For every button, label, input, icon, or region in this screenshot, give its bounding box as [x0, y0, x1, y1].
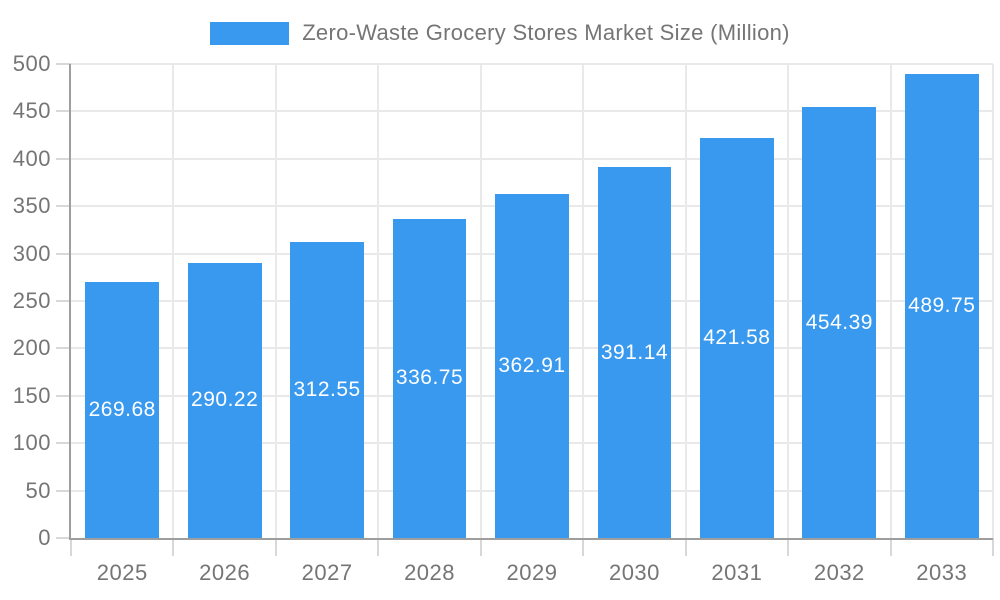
bar-2030[interactable]: 391.14 — [597, 167, 672, 538]
y-axis-tick — [56, 205, 71, 208]
bar-value-label: 269.68 — [88, 398, 156, 422]
x-axis-label: 2032 — [813, 560, 865, 585]
legend-label[interactable]: Zero-Waste Grocery Stores Market Size (M… — [302, 20, 790, 45]
x-axis-label: 2033 — [916, 560, 968, 585]
x-axis-label: 2029 — [506, 560, 558, 585]
y-axis-tick — [56, 252, 71, 255]
gridline-x — [992, 64, 994, 538]
x-axis-label: 2028 — [404, 560, 456, 585]
bar-value-label: 336.75 — [395, 366, 464, 390]
y-axis-label: 400 — [12, 145, 51, 171]
bar-value-label: 362.91 — [498, 353, 566, 377]
x-axis-tick — [479, 538, 482, 556]
gridline-x — [479, 64, 482, 538]
y-axis-tick — [56, 442, 71, 445]
bar-2032[interactable]: 454.39 — [802, 107, 877, 538]
x-axis-tick — [992, 538, 994, 556]
y-axis-label: 200 — [12, 335, 51, 361]
bar-2031[interactable]: 421.58 — [700, 138, 774, 538]
x-axis-label: 2031 — [711, 560, 763, 585]
x-axis-tick — [377, 538, 380, 556]
bar-value-label: 312.55 — [293, 377, 361, 401]
bar-2033[interactable]: 489.75 — [904, 73, 979, 538]
gridline-x — [172, 64, 175, 538]
gridline-x — [274, 64, 277, 538]
y-axis-label: 50 — [25, 477, 51, 503]
y-axis-label: 100 — [12, 430, 51, 456]
y-axis-label: 500 — [12, 51, 51, 76]
legend-swatch-icon[interactable] — [210, 21, 290, 45]
y-axis-tick — [56, 489, 71, 492]
x-axis-line — [69, 538, 993, 540]
x-axis-tick — [684, 538, 687, 556]
y-axis-tick — [56, 537, 71, 539]
x-axis-tick — [787, 538, 790, 556]
bar-value-label: 454.39 — [805, 310, 873, 334]
bar-value-label: 290.22 — [191, 388, 259, 412]
y-axis-tick — [56, 347, 71, 350]
gridline-y — [71, 63, 993, 65]
bar-2027[interactable]: 312.55 — [290, 241, 364, 538]
y-axis-tick — [56, 157, 71, 160]
y-axis-line — [69, 64, 71, 540]
y-axis-label: 150 — [12, 382, 51, 408]
gridline-y — [71, 157, 993, 160]
gridline-y — [71, 110, 993, 113]
x-axis-tick — [582, 538, 585, 556]
y-axis-tick — [56, 110, 71, 113]
x-axis-tick — [172, 538, 175, 556]
x-axis-tick — [274, 538, 277, 556]
gridline-x — [377, 64, 380, 538]
x-axis-tick — [70, 538, 72, 556]
legend[interactable]: Zero-Waste Grocery Stores Market Size (M… — [0, 20, 1000, 46]
y-axis-label: 450 — [12, 98, 51, 124]
y-axis-label: 300 — [12, 240, 51, 266]
y-axis-label: 0 — [38, 525, 51, 550]
gridline-x — [582, 64, 585, 538]
y-axis-label: 350 — [12, 193, 51, 219]
bar-value-label: 489.75 — [908, 293, 976, 317]
y-axis-tick — [56, 394, 71, 397]
bar-2025[interactable]: 269.68 — [85, 282, 160, 538]
gridline-x — [889, 64, 892, 538]
x-axis-label: 2030 — [608, 560, 660, 585]
x-axis-label: 2027 — [301, 560, 353, 585]
x-axis-label: 2026 — [199, 560, 251, 585]
x-axis-tick — [889, 538, 892, 556]
gridline-x — [787, 64, 790, 538]
bar-2028[interactable]: 336.75 — [392, 218, 467, 538]
x-axis-label: 2025 — [96, 560, 148, 585]
y-axis-tick — [56, 300, 71, 302]
y-axis-tick — [56, 63, 71, 65]
y-axis-label: 250 — [12, 288, 51, 313]
bar-value-label: 391.14 — [600, 340, 669, 364]
gridline-x — [684, 64, 687, 538]
bar-2026[interactable]: 290.22 — [187, 262, 262, 538]
bar-value-label: 421.58 — [703, 326, 771, 350]
bar-2029[interactable]: 362.91 — [495, 193, 569, 538]
